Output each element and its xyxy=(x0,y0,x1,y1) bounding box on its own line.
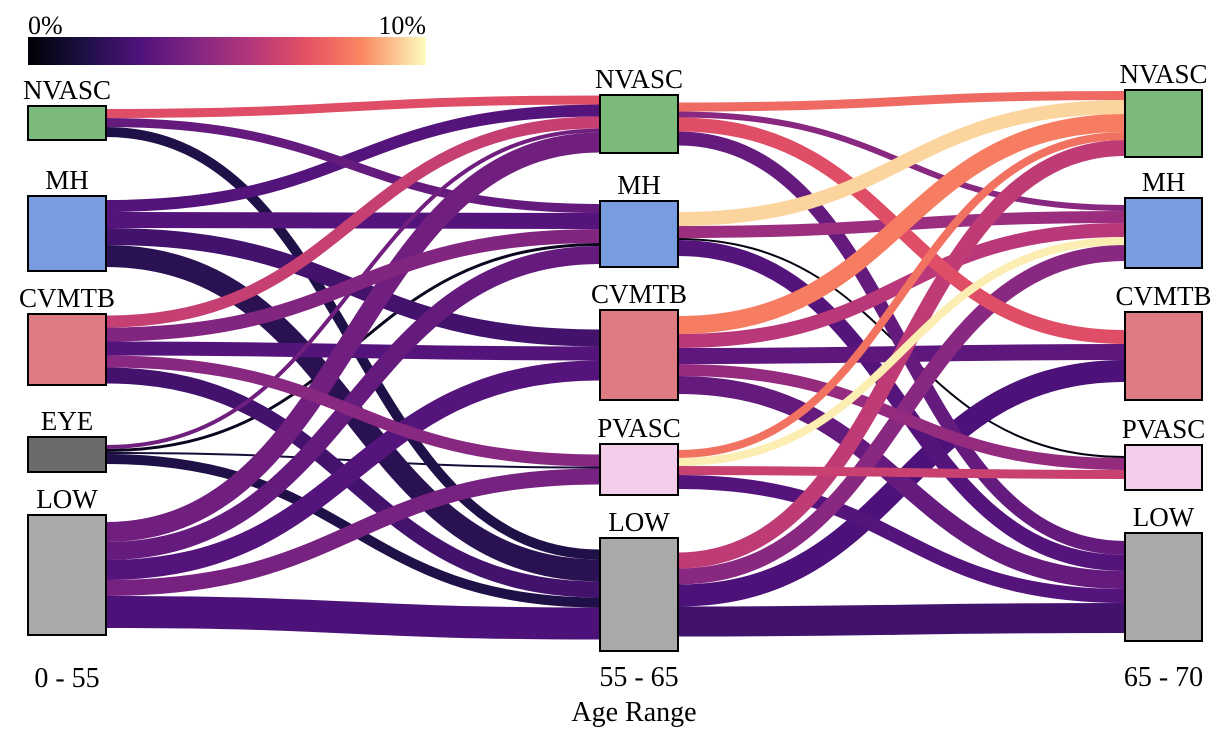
node-0-low xyxy=(27,514,107,636)
node-label-0-mh: MH xyxy=(45,165,89,195)
flow-link-0-cvmtb-to-mh xyxy=(105,229,601,342)
flow-link-0-nvasc-to-nvasc xyxy=(105,95,601,118)
flow-link-1-pvasc-to-low xyxy=(677,475,1126,603)
flow-link-1-pvasc-to-pvasc xyxy=(677,466,1126,479)
node-2-pvasc xyxy=(1124,444,1203,491)
node-label-1-cvmtb: CVMTB xyxy=(591,279,687,309)
node-1-pvasc xyxy=(599,443,679,496)
flow-link-1-cvmtb-to-nvasc xyxy=(677,114,1126,334)
node-label-0-eye: EYE xyxy=(41,406,93,436)
node-1-nvasc xyxy=(599,94,679,154)
node-label-2-nvasc: NVASC xyxy=(1119,59,1207,89)
flow-link-0-low-to-nvasc xyxy=(105,132,601,542)
flow-link-0-low-to-low xyxy=(105,596,601,640)
node-0-eye xyxy=(27,436,107,473)
node-1-cvmtb xyxy=(599,309,679,401)
stage-label-0: 0 - 55 xyxy=(34,663,99,694)
node-label-0-cvmtb: CVMTB xyxy=(19,283,115,313)
stage-labels: 0 - 55 55 - 65 65 - 70 xyxy=(34,662,1203,694)
node-label-0-low: LOW xyxy=(36,484,98,514)
node-0-mh xyxy=(27,195,107,272)
node-label-2-pvasc: PVASC xyxy=(1122,414,1206,444)
flow-link-0-low-to-pvasc xyxy=(105,468,601,596)
flow-link-0-mh-to-nvasc xyxy=(105,104,601,212)
flow-links xyxy=(105,91,1126,640)
node-2-nvasc xyxy=(1124,89,1203,158)
flow-link-1-nvasc-to-nvasc xyxy=(677,91,1126,112)
flow-link-0-cvmtb-to-pvasc xyxy=(105,355,601,467)
node-0-cvmtb xyxy=(27,313,107,386)
flow-link-1-cvmtb-to-mh xyxy=(677,223,1126,348)
node-label-0-nvasc: NVASC xyxy=(23,75,111,105)
colorbar: 0% 10% xyxy=(28,11,426,65)
flow-link-0-nvasc-to-mh xyxy=(105,118,601,213)
node-1-mh xyxy=(599,200,679,268)
node-label-2-mh: MH xyxy=(1142,167,1186,197)
flow-link-1-pvasc-to-nvasc xyxy=(677,132,1126,458)
node-label-2-cvmtb: CVMTB xyxy=(1115,281,1211,311)
x-axis-label: Age Range xyxy=(571,697,696,728)
node-1-low xyxy=(599,537,679,652)
flow-link-1-low-to-low xyxy=(677,603,1126,637)
node-label-1-nvasc: NVASC xyxy=(595,64,683,94)
node-label-1-low: LOW xyxy=(608,507,670,537)
node-2-cvmtb xyxy=(1124,311,1203,401)
flow-link-1-cvmtb-to-pvasc xyxy=(677,364,1126,470)
flow-link-0-cvmtb-to-nvasc xyxy=(105,116,601,328)
colorbar-min-label: 0% xyxy=(28,11,63,40)
flow-link-0-low-to-mh xyxy=(105,246,601,560)
colorbar-gradient xyxy=(28,37,426,65)
flow-link-1-cvmtb-to-low xyxy=(677,376,1126,589)
node-2-mh xyxy=(1124,197,1203,269)
stage-nodes: NVASC MH CVMTB EYE LOW NVASC MH CVMTB PVASC LOW NV… xyxy=(19,59,1212,652)
node-0-nvasc xyxy=(27,105,107,141)
node-label-1-pvasc: PVASC xyxy=(597,413,681,443)
colorbar-max-label: 10% xyxy=(378,11,426,40)
node-label-1-mh: MH xyxy=(617,170,661,200)
stage-label-1: 55 - 65 xyxy=(599,662,678,693)
flow-link-1-pvasc-to-mh xyxy=(677,237,1126,466)
node-label-2-low: LOW xyxy=(1133,502,1195,532)
stage-label-2: 65 - 70 xyxy=(1124,662,1203,693)
node-2-low xyxy=(1124,532,1203,642)
flow-link-0-low-to-cvmtb xyxy=(105,360,601,580)
flow-link-1-mh-to-nvasc xyxy=(677,100,1126,226)
